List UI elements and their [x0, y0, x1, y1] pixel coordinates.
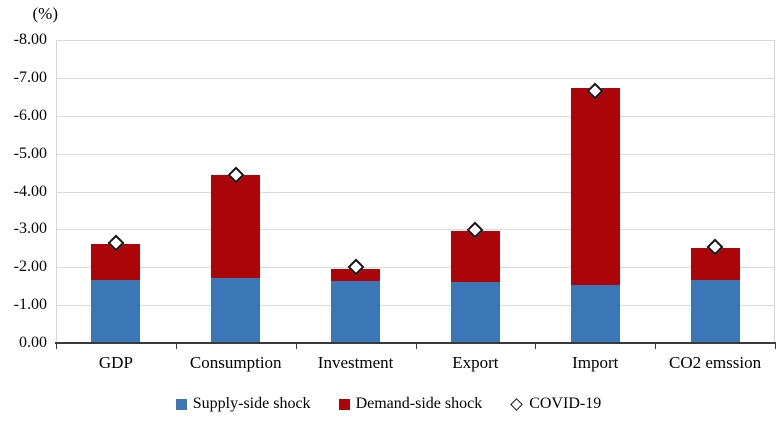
legend-item-supply-side-shock: Supply-side shock	[175, 395, 311, 413]
gridline	[56, 305, 775, 307]
x-axis-category-label: CO2 emssion	[669, 353, 762, 372]
gridline	[56, 77, 775, 79]
gridline	[56, 191, 775, 193]
y-axis-tick-label: -3.00	[13, 220, 47, 238]
bar-segment-demand-side-shock-export	[450, 230, 500, 283]
y-axis-unit-label: (%)	[32, 4, 58, 23]
gridline	[56, 229, 775, 231]
legend-label-covid-19: COVID-19	[529, 395, 602, 412]
legend-label-demand-side-shock: Demand-side shock	[355, 395, 483, 412]
plot-area	[56, 40, 775, 343]
covid-diamond-icon	[510, 397, 524, 411]
y-axis-tick-label: -8.00	[13, 31, 47, 48]
x-axis-tick	[56, 344, 57, 349]
gridline	[56, 40, 775, 41]
legend-label-supply-side-shock: Supply-side shock	[192, 395, 311, 412]
gridline	[56, 267, 775, 269]
x-axis-line	[55, 342, 776, 344]
legend-item-covid-19: COVID-19	[510, 395, 601, 413]
x-axis-category-label: Investment	[317, 353, 394, 372]
x-axis-category-label: Consumption	[189, 353, 282, 372]
demand-series-swatch-icon	[338, 398, 350, 410]
y-axis-tick-label: 0.00	[19, 334, 47, 351]
bar-segment-supply-side-shock-import	[570, 285, 620, 343]
x-axis-tick	[775, 344, 776, 349]
x-axis-category-label: Export	[452, 353, 499, 372]
gridline	[56, 115, 775, 117]
bar-segment-supply-side-shock-consumption	[211, 277, 261, 343]
x-axis-category-label: Import	[572, 353, 619, 372]
bar-segment-demand-side-shock-import	[570, 88, 620, 286]
y-axis-tick-label: -5.00	[13, 144, 47, 162]
supply-series-swatch-icon	[175, 398, 187, 410]
y-axis-tick-label: -2.00	[13, 258, 47, 276]
y-axis-tick-label: -6.00	[13, 106, 47, 124]
x-axis-category-label: GDP	[98, 353, 133, 372]
x-axis-tick	[175, 344, 177, 349]
bar-segment-supply-side-shock-export	[450, 282, 500, 343]
y-axis-tick-label: -7.00	[13, 68, 47, 86]
bar-segment-supply-side-shock-co2-emssion	[690, 280, 740, 343]
legend: Supply-side shock Demand-side shock COVI…	[0, 392, 777, 416]
legend-item-demand-side-shock: Demand-side shock	[338, 395, 483, 413]
x-axis-tick	[415, 344, 417, 349]
bar-segment-supply-side-shock-gdp	[91, 279, 141, 343]
x-axis-tick	[535, 344, 537, 349]
x-axis-tick	[655, 344, 657, 349]
x-axis-tick	[295, 344, 297, 349]
gridline	[56, 153, 775, 155]
bar-segment-demand-side-shock-consumption	[211, 175, 261, 278]
y-axis-tick-label: -1.00	[13, 296, 47, 314]
bar-segment-supply-side-shock-investment	[331, 280, 381, 343]
y-axis-tick-label: -4.00	[13, 182, 47, 200]
